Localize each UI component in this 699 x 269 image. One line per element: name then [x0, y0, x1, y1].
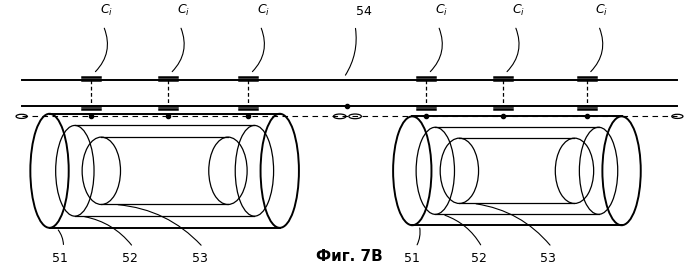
- Text: 52: 52: [470, 252, 487, 266]
- Text: 52: 52: [122, 252, 138, 266]
- Text: 51: 51: [52, 252, 68, 266]
- Text: Фиг. 7В: Фиг. 7В: [316, 249, 383, 264]
- Text: 53: 53: [540, 252, 556, 266]
- Text: $C_i$: $C_i$: [100, 3, 113, 18]
- Text: 53: 53: [192, 252, 208, 266]
- Text: 54: 54: [356, 5, 373, 18]
- Text: $C_i$: $C_i$: [177, 3, 190, 18]
- Text: $C_i$: $C_i$: [435, 3, 448, 18]
- Text: $C_i$: $C_i$: [596, 3, 609, 18]
- Text: 51: 51: [404, 252, 420, 266]
- Text: $C_i$: $C_i$: [512, 3, 525, 18]
- Text: $C_i$: $C_i$: [257, 3, 271, 18]
